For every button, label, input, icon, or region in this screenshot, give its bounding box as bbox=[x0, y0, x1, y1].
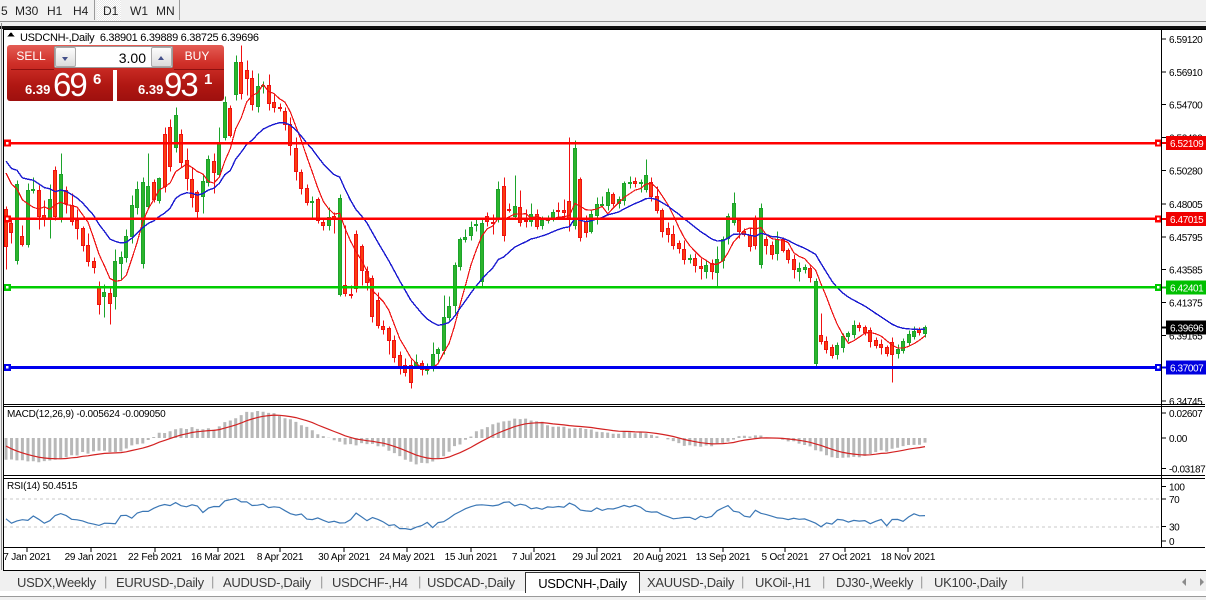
svg-text:29 Jan 2021: 29 Jan 2021 bbox=[65, 552, 118, 563]
svg-text:6.45795: 6.45795 bbox=[1169, 233, 1203, 244]
svg-text:24 May 2021: 24 May 2021 bbox=[379, 552, 435, 563]
svg-text:70: 70 bbox=[1169, 495, 1180, 506]
svg-text:-0.03187: -0.03187 bbox=[1169, 464, 1206, 475]
svg-text:18 Nov 2021: 18 Nov 2021 bbox=[881, 552, 936, 563]
svg-text:USDCNH-,Daily 6.38901 6.39889: USDCNH-,Daily 6.38901 6.39889 6.38725 6.… bbox=[20, 32, 259, 44]
svg-text:6.43585: 6.43585 bbox=[1169, 266, 1203, 277]
svg-text:13 Sep 2021: 13 Sep 2021 bbox=[696, 552, 751, 563]
svg-text:MACD(12,26,9) -0.005624 -0.009: MACD(12,26,9) -0.005624 -0.009050 bbox=[7, 409, 166, 420]
svg-text:27 Oct 2021: 27 Oct 2021 bbox=[819, 552, 872, 563]
svg-text:6.56910: 6.56910 bbox=[1169, 68, 1203, 79]
svg-text:30: 30 bbox=[1169, 523, 1180, 534]
svg-text:6.39165: 6.39165 bbox=[1169, 331, 1203, 342]
svg-text:6.48005: 6.48005 bbox=[1169, 200, 1203, 211]
svg-text:0.00: 0.00 bbox=[1169, 434, 1188, 445]
svg-text:7 Jan 2021: 7 Jan 2021 bbox=[3, 552, 51, 563]
svg-text:6.41375: 6.41375 bbox=[1169, 299, 1203, 310]
svg-text:100: 100 bbox=[1169, 483, 1185, 494]
svg-text:8 Apr 2021: 8 Apr 2021 bbox=[257, 552, 304, 563]
svg-text:5 Oct 2021: 5 Oct 2021 bbox=[762, 552, 810, 563]
svg-text:29 Jul 2021: 29 Jul 2021 bbox=[572, 552, 622, 563]
svg-text:15 Jun 2021: 15 Jun 2021 bbox=[445, 552, 498, 563]
svg-text:6.59120: 6.59120 bbox=[1169, 35, 1203, 46]
svg-text:0.02607: 0.02607 bbox=[1169, 409, 1203, 420]
svg-text:6.54700: 6.54700 bbox=[1169, 101, 1203, 112]
svg-text:RSI(14) 50.4515: RSI(14) 50.4515 bbox=[7, 481, 78, 492]
svg-text:6.47015: 6.47015 bbox=[1170, 215, 1204, 226]
svg-text:16 Mar 2021: 16 Mar 2021 bbox=[191, 552, 246, 563]
svg-text:6.34745: 6.34745 bbox=[1169, 397, 1203, 408]
svg-text:7 Jul 2021: 7 Jul 2021 bbox=[512, 552, 557, 563]
svg-text:0: 0 bbox=[1169, 537, 1175, 548]
svg-text:30 Apr 2021: 30 Apr 2021 bbox=[318, 552, 370, 563]
svg-text:6.39696: 6.39696 bbox=[1170, 323, 1204, 334]
svg-text:6.50280: 6.50280 bbox=[1169, 166, 1203, 177]
svg-text:6.52109: 6.52109 bbox=[1170, 139, 1204, 150]
svg-text:6.42401: 6.42401 bbox=[1170, 283, 1204, 294]
svg-text:6.37007: 6.37007 bbox=[1170, 363, 1204, 374]
svg-text:20 Aug 2021: 20 Aug 2021 bbox=[633, 552, 688, 563]
svg-text:22 Feb 2021: 22 Feb 2021 bbox=[128, 552, 183, 563]
